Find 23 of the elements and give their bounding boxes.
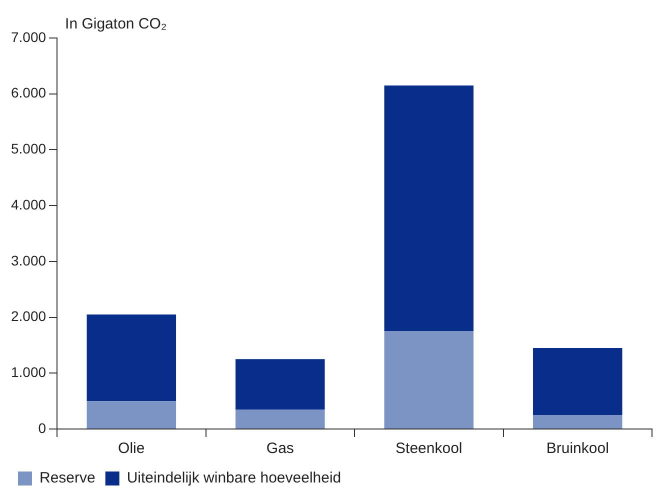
y-tick-label: 5.000 [10,140,46,157]
y-tick-label: 1.000 [10,364,46,380]
x-tick-label: Bruinkool [546,440,609,458]
y-tick-label: 6.000 [10,84,46,101]
bar [533,348,622,416]
legend-label: Reserve [40,470,96,487]
bar [384,85,474,332]
x-tick-label: Olie [118,440,145,458]
x-tick-label: Steenkool [396,440,462,458]
y-tick-label: 0 [38,420,46,436]
bar [236,409,325,428]
bar [86,401,176,428]
x-tick-label: Gas [266,440,294,458]
bar [86,314,176,402]
y-tick-label: 3.000 [10,252,46,268]
bar [236,359,325,410]
bar [533,415,622,428]
y-tick-label: 4.000 [10,196,46,212]
bar [384,331,474,428]
y-tick-label: 7.000 [10,28,46,45]
legend-label: Uiteindelijk winbare hoeveelheid [126,470,342,487]
y-axis-title: In Gigaton CO₂ [65,16,167,33]
y-tick-label: 2.000 [10,308,46,324]
